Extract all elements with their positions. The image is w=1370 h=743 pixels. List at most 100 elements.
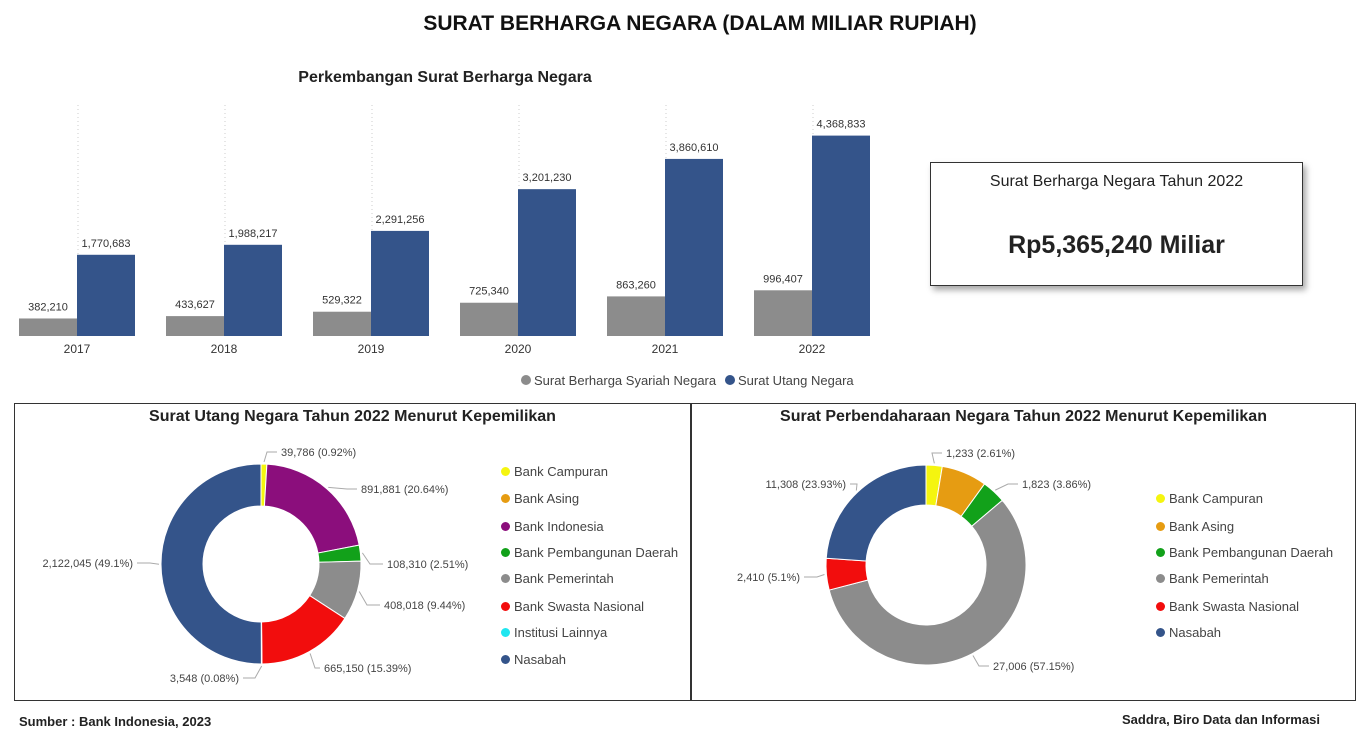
- bar-data-label: 863,260: [616, 279, 656, 291]
- legend-dot: [501, 548, 510, 558]
- slice-data-label: 27,006 (57.15%): [993, 661, 1074, 673]
- slice-nasabah: [160, 463, 262, 665]
- bar-data-label: 529,322: [322, 295, 362, 307]
- x-tick-label: 2022: [799, 342, 826, 356]
- legend-item-bank-swasta-nasional: Bank Swasta Nasional: [501, 599, 644, 614]
- legend-label: Surat Berharga Syariah Negara: [534, 373, 717, 388]
- slice-data-label: 1,823 (3.86%): [1022, 479, 1091, 491]
- legend-item-institusi-lainnya: Institusi Lainnya: [501, 625, 607, 640]
- slice-data-label: 1,233 (2.61%): [946, 448, 1015, 460]
- sun-chart-title: Surat Utang Negara Tahun 2022 Menurut Ke…: [149, 408, 556, 425]
- legend-dot: [1156, 602, 1165, 612]
- kpi-value: Rp5,365,240 Miliar: [1008, 231, 1225, 259]
- bar-data-label: 4,368,833: [817, 119, 866, 131]
- bar-data-label: 725,340: [469, 286, 509, 298]
- legend-label: Bank Pembangunan Daerah: [514, 545, 679, 560]
- legend-label: Bank Indonesia: [514, 519, 604, 534]
- bar-surat-berharga-syariah-negara-2017: [19, 318, 77, 336]
- bar-data-label: 2,291,256: [376, 214, 425, 226]
- legend-dot: [1156, 494, 1165, 504]
- leader-line: [361, 552, 383, 565]
- sun-donut-chart: 39,786 (0.92%) 891,881 (20.64%) 108,310 (2…: [42, 447, 468, 685]
- spn-ownership-panel: Surat Perbendaharaan Negara Tahun 2022 M…: [691, 403, 1356, 701]
- bar-data-label: 382,210: [28, 301, 68, 313]
- kpi-label: Surat Berharga Negara Tahun 2022: [989, 173, 1244, 190]
- legend-item-bank-asing: Bank Asing: [1156, 519, 1234, 534]
- kpi-card: Surat Berharga Negara Tahun 2022 Rp5,365…: [930, 162, 1303, 286]
- bar-surat-utang-negara-2018: [224, 244, 282, 336]
- bar-data-label: 3,860,610: [670, 142, 719, 154]
- leader-line: [243, 665, 263, 679]
- legend-dot: [501, 628, 510, 638]
- legend-dot: [501, 602, 510, 612]
- legend-dot: [501, 467, 510, 477]
- bar-surat-berharga-syariah-negara-2022: [754, 290, 812, 336]
- legend-item-bank-pemerintah: Bank Pemerintah: [501, 571, 614, 586]
- bar-surat-berharga-syariah-negara-2019: [313, 311, 371, 336]
- legend-label: Surat Utang Negara: [738, 373, 854, 388]
- legend-label: Bank Swasta Nasional: [514, 599, 645, 614]
- legend-label: Bank Pembangunan Daerah: [1169, 545, 1334, 560]
- leader-line: [931, 452, 942, 464]
- legend-label: Bank Asing: [1169, 519, 1235, 534]
- bar-data-label: 1,770,683: [82, 238, 131, 250]
- legend-item-bank-indonesia: Bank Indonesia: [501, 519, 604, 534]
- legend-dot: [501, 522, 510, 532]
- slice-data-label: 108,310 (2.51%): [387, 559, 468, 571]
- slice-data-label: 3,548 (0.08%): [170, 673, 239, 685]
- source-note: Sumber : Bank Indonesia, 2023: [19, 714, 212, 729]
- legend-item-nasabah: Nasabah: [1156, 625, 1221, 640]
- legend-dot: [501, 655, 510, 665]
- slice-data-label: 665,150 (15.39%): [324, 663, 411, 675]
- leader-line: [850, 483, 858, 491]
- x-tick-label: 2021: [652, 342, 679, 356]
- legend-label: Bank Asing: [514, 491, 580, 506]
- bar-surat-utang-negara-2019: [371, 230, 429, 336]
- legend-item-bank-pemerintah: Bank Pemerintah: [1156, 571, 1269, 586]
- spn-chart-title: Surat Perbendaharaan Negara Tahun 2022 M…: [780, 408, 1267, 425]
- leader-line: [137, 562, 160, 565]
- bar-data-label: 433,627: [175, 299, 215, 311]
- credit-note: Saddra, Biro Data dan Informasi: [1122, 712, 1320, 727]
- legend-item-nasabah: Nasabah: [501, 652, 566, 667]
- slice-data-label: 11,308 (23.93%): [765, 479, 846, 491]
- legend-label: Bank Swasta Nasional: [1169, 599, 1300, 614]
- slice-data-label: 891,881 (20.64%): [361, 484, 448, 496]
- legend-dot: [1156, 548, 1165, 558]
- leader-line: [263, 451, 277, 463]
- bar-data-label: 3,201,230: [523, 172, 572, 184]
- slice-data-label: 408,018 (9.44%): [384, 600, 465, 612]
- bar-surat-utang-negara-2022: [812, 135, 870, 336]
- legend-marker: [521, 375, 531, 385]
- legend-label: Bank Campuran: [1169, 491, 1263, 506]
- legend-dot: [501, 494, 510, 504]
- legend-dot: [1156, 522, 1165, 532]
- legend-label: Bank Pemerintah: [1169, 571, 1269, 586]
- page-title: SURAT BERHARGA NEGARA (DALAM MILIAR RUPI…: [423, 12, 977, 35]
- slice-bank-indonesia: [263, 463, 360, 554]
- legend-item-bank-campuran: Bank Campuran: [1156, 491, 1263, 506]
- leader-line: [804, 574, 825, 578]
- x-tick-label: 2020: [505, 342, 532, 356]
- bar-data-label: 996,407: [763, 273, 803, 285]
- legend-item-bank-asing: Bank Asing: [501, 491, 579, 506]
- leader-line: [972, 655, 989, 667]
- leader-line: [328, 486, 357, 490]
- legend-label: Bank Campuran: [514, 464, 608, 479]
- bar-surat-utang-negara-2021: [665, 158, 723, 336]
- bar-surat-utang-negara-2020: [518, 189, 576, 336]
- bar-data-label: 1,988,217: [229, 228, 278, 240]
- x-tick-label: 2018: [211, 342, 238, 356]
- x-tick-label: 2017: [64, 342, 91, 356]
- legend-dot: [1156, 574, 1165, 584]
- leader-line: [995, 483, 1018, 491]
- bar-surat-berharga-syariah-negara-2018: [166, 316, 224, 336]
- slice-data-label: 39,786 (0.92%): [281, 447, 356, 459]
- legend-label: Institusi Lainnya: [514, 625, 608, 640]
- legend-item-bank-pembangunan-daerah: Bank Pembangunan Daerah: [501, 545, 678, 560]
- slice-data-label: 2,410 (5.1%): [737, 572, 800, 584]
- slice-nasabah: [825, 464, 927, 562]
- slice-data-label: 2,122,045 (49.1%): [42, 558, 133, 570]
- legend-item-bank-swasta-nasional: Bank Swasta Nasional: [1156, 599, 1299, 614]
- legend-label: Nasabah: [1169, 625, 1222, 640]
